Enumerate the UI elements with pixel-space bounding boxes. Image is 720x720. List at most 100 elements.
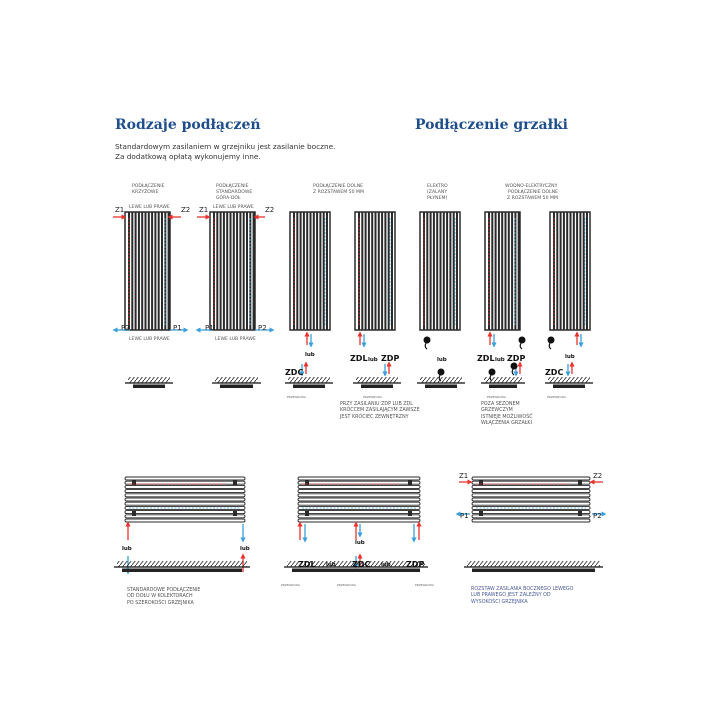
wall-label: PRZEGRODA bbox=[287, 395, 307, 399]
radiator-tube bbox=[494, 212, 497, 330]
radiator-tube bbox=[299, 212, 302, 330]
vertical-radiator bbox=[289, 211, 331, 331]
wall-section bbox=[284, 561, 428, 572]
label-line: PŁYNEM) bbox=[427, 195, 447, 201]
radiator-tube bbox=[319, 212, 322, 330]
radiator-tube bbox=[449, 212, 452, 330]
note-line: ISTNIEJE MOŻLIWOŚĆ bbox=[481, 413, 533, 420]
plug-cable bbox=[519, 342, 523, 350]
mount-bracket bbox=[479, 480, 483, 485]
or-label: lub bbox=[381, 562, 391, 568]
note-line: WŁĄCZENIA GRZAŁKI bbox=[481, 420, 532, 426]
radiator-tube bbox=[124, 514, 246, 519]
mount-bracket bbox=[132, 511, 136, 516]
plug-cable bbox=[548, 342, 552, 350]
radiator-tube bbox=[432, 212, 435, 330]
radiator-tube bbox=[562, 212, 565, 330]
port-z2: Z2 bbox=[181, 206, 190, 214]
wall-hatch bbox=[484, 377, 522, 383]
radiator-tube bbox=[387, 212, 390, 330]
radiator-tube bbox=[426, 212, 429, 330]
plug-body bbox=[437, 368, 445, 376]
radiator-tube bbox=[222, 212, 225, 330]
or-label: lub bbox=[565, 354, 575, 360]
code-zdc: ZDC bbox=[352, 560, 370, 569]
radiator-tube bbox=[367, 212, 370, 330]
radiator-tube bbox=[582, 212, 585, 330]
radiator-tube bbox=[297, 501, 421, 506]
wall-sections bbox=[114, 377, 603, 572]
radiator-tube bbox=[316, 212, 319, 330]
mount-bracket bbox=[233, 480, 237, 485]
wall-section bbox=[285, 377, 333, 388]
radiator-tube bbox=[306, 212, 309, 330]
port-p1: P1 bbox=[205, 324, 214, 332]
horizontal-radiator bbox=[297, 476, 421, 523]
wall-label: PRZEGRODA bbox=[415, 583, 435, 587]
note-line: KRÓCCEM ZASILAJĄCYM ZAWSZE bbox=[340, 406, 420, 413]
radiator-tube bbox=[124, 476, 246, 481]
label-line: PODŁĄCZENIE bbox=[216, 183, 249, 189]
radiator-tube bbox=[297, 489, 421, 494]
radiator-tube bbox=[246, 212, 248, 330]
vertical-radiator bbox=[419, 211, 461, 331]
mount-bracket bbox=[233, 511, 237, 516]
or-label: lub bbox=[240, 546, 250, 552]
mount-bracket bbox=[305, 480, 309, 485]
radiator-top-view bbox=[361, 384, 393, 388]
radiator-tube bbox=[297, 514, 421, 519]
mount-bracket bbox=[479, 511, 483, 516]
or-label: lub bbox=[368, 357, 378, 363]
radiator-tube bbox=[167, 212, 170, 330]
note-line: STANDARDOWE PODŁĄCZENIE bbox=[127, 587, 200, 593]
mount-bracket bbox=[408, 480, 412, 485]
radiator-tube bbox=[446, 212, 449, 330]
port-p1: P1 bbox=[173, 324, 182, 332]
radiator-tube bbox=[566, 212, 569, 330]
wall-hatch bbox=[215, 377, 258, 383]
radiator-tube bbox=[491, 212, 494, 330]
radiator-tube bbox=[297, 497, 421, 502]
wall-section bbox=[114, 561, 250, 572]
vertical-radiator bbox=[484, 211, 521, 331]
radiator-tube bbox=[471, 505, 591, 510]
radiator-tube bbox=[252, 212, 255, 330]
note-line: OD DOŁU W KOLEKTORACH bbox=[127, 593, 193, 599]
note-line: GRZEWCZYM bbox=[481, 407, 513, 413]
radiator-tube bbox=[232, 212, 235, 330]
radiator-top-view bbox=[133, 384, 165, 388]
vertical-radiator bbox=[354, 211, 396, 331]
title-connections: Rodzaje podłączeń bbox=[115, 117, 261, 133]
radiator-tube bbox=[572, 212, 575, 330]
or-label: lub bbox=[495, 357, 505, 363]
plug-body bbox=[423, 336, 431, 344]
radiator-tube bbox=[361, 212, 364, 330]
note-line: PO SZEROKOŚCI GRZEJNIKA bbox=[127, 599, 195, 606]
wall-label: PRZEGRODA bbox=[281, 583, 301, 587]
label-line: Z ROZSTAWEM 50 MM bbox=[507, 195, 558, 201]
heater-plug-icon bbox=[518, 336, 526, 350]
mount-bracket bbox=[578, 511, 582, 516]
radiator-tube bbox=[471, 480, 591, 485]
label-line: (ZALANY bbox=[427, 189, 447, 195]
radiator-tube bbox=[471, 501, 591, 506]
radiator-tube bbox=[456, 212, 458, 330]
radiator-tube bbox=[576, 212, 579, 330]
port-z2: Z2 bbox=[593, 472, 602, 480]
radiator-top-view bbox=[293, 384, 325, 388]
mount-bracket bbox=[578, 480, 582, 485]
radiator-top-view bbox=[220, 384, 253, 388]
radiator-tube bbox=[364, 212, 367, 330]
note-collectors: STANDARDOWE PODŁĄCZENIE OD DOŁU W KOLEKT… bbox=[127, 587, 200, 606]
or-label: lub bbox=[326, 562, 336, 568]
note-side-spacing: ROZSTAW ZASILANIA BOCZNEGO LEWEGO LUB PR… bbox=[471, 586, 574, 605]
radiator-top-view bbox=[292, 568, 420, 572]
wall-hatch bbox=[117, 561, 247, 567]
radiator-top-view bbox=[553, 384, 585, 388]
radiator-tube bbox=[501, 212, 504, 330]
intro-line: Za dodatkową opłatą wykonujemy inne. bbox=[115, 152, 261, 161]
plug-body bbox=[518, 336, 526, 344]
plug-body bbox=[547, 336, 555, 344]
port-p2: P2 bbox=[121, 324, 130, 332]
